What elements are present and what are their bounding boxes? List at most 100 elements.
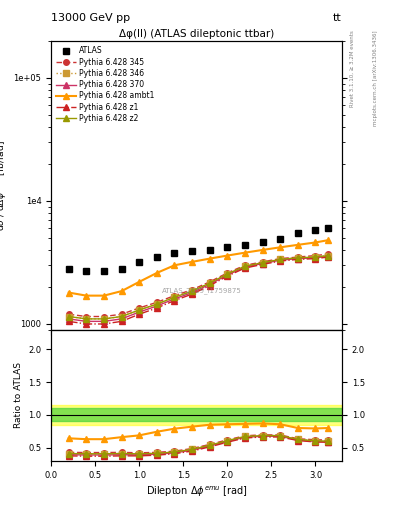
Y-axis label: Ratio to ATLAS: Ratio to ATLAS <box>14 362 23 428</box>
ATLAS <box>208 247 212 253</box>
Pythia 6.428 370 <box>190 289 195 295</box>
Pythia 6.428 z1 <box>137 311 141 317</box>
Pythia 6.428 345 <box>242 262 247 268</box>
ATLAS <box>84 268 89 274</box>
Y-axis label: d$\sigma$ / d$\Delta\phi^{emu}$ [fb/rad]: d$\sigma$ / d$\Delta\phi^{emu}$ [fb/rad] <box>0 140 8 231</box>
Pythia 6.428 346 <box>84 316 89 322</box>
Pythia 6.428 345 <box>278 255 283 262</box>
Text: 13000 GeV pp: 13000 GeV pp <box>51 13 130 23</box>
Pythia 6.428 z2 <box>119 313 124 319</box>
Pythia 6.428 ambt1 <box>119 288 124 294</box>
Pythia 6.428 345 <box>325 251 330 257</box>
Pythia 6.428 z1 <box>66 318 71 325</box>
Pythia 6.428 ambt1 <box>66 289 71 295</box>
Pythia 6.428 ambt1 <box>225 252 230 259</box>
Pythia 6.428 z2 <box>208 280 212 286</box>
Pythia 6.428 345 <box>66 311 71 317</box>
Pythia 6.428 z1 <box>119 318 124 325</box>
Pythia 6.428 370 <box>119 316 124 322</box>
Pythia 6.428 ambt1 <box>325 237 330 243</box>
Pythia 6.428 z1 <box>242 265 247 271</box>
Pythia 6.428 346 <box>225 271 230 277</box>
Pythia 6.428 345 <box>172 292 177 298</box>
Pythia 6.428 370 <box>225 272 230 278</box>
Pythia 6.428 345 <box>154 299 159 305</box>
Pythia 6.428 370 <box>84 318 89 325</box>
Pythia 6.428 ambt1 <box>296 242 300 248</box>
Pythia 6.428 370 <box>172 296 177 302</box>
Pythia 6.428 346 <box>325 252 330 259</box>
ATLAS <box>260 240 265 246</box>
ATLAS <box>137 259 141 265</box>
Pythia 6.428 346 <box>208 280 212 286</box>
Pythia 6.428 370 <box>296 255 300 262</box>
ATLAS <box>325 225 330 231</box>
Title: Δφ(ll) (ATLAS dileptonic ttbar): Δφ(ll) (ATLAS dileptonic ttbar) <box>119 29 274 39</box>
Pythia 6.428 ambt1 <box>208 255 212 262</box>
Pythia 6.428 345 <box>260 259 265 265</box>
Pythia 6.428 345 <box>208 279 212 285</box>
Pythia 6.428 z2 <box>137 307 141 313</box>
Pythia 6.428 345 <box>119 311 124 317</box>
Bar <box>51 408 342 421</box>
Pythia 6.428 ambt1 <box>278 244 283 250</box>
Pythia 6.428 ambt1 <box>102 292 107 298</box>
Pythia 6.428 346 <box>260 260 265 266</box>
Pythia 6.428 z2 <box>278 257 283 263</box>
Text: tt: tt <box>333 13 342 23</box>
Text: ATLAS_2019_I1759875: ATLAS_2019_I1759875 <box>162 287 241 294</box>
Pythia 6.428 z2 <box>66 313 71 319</box>
Pythia 6.428 370 <box>278 257 283 263</box>
Pythia 6.428 ambt1 <box>313 240 318 246</box>
Pythia 6.428 370 <box>102 318 107 325</box>
Pythia 6.428 346 <box>242 263 247 269</box>
Pythia 6.428 z1 <box>208 283 212 289</box>
Line: ATLAS: ATLAS <box>65 225 331 274</box>
Line: Pythia 6.428 z2: Pythia 6.428 z2 <box>66 253 331 322</box>
Pythia 6.428 370 <box>66 316 71 322</box>
Pythia 6.428 346 <box>296 255 300 261</box>
Pythia 6.428 z1 <box>84 321 89 327</box>
Pythia 6.428 346 <box>102 316 107 322</box>
Pythia 6.428 346 <box>278 257 283 263</box>
Line: Pythia 6.428 370: Pythia 6.428 370 <box>66 253 331 324</box>
Pythia 6.428 z1 <box>325 254 330 260</box>
Pythia 6.428 z1 <box>225 273 230 279</box>
Pythia 6.428 346 <box>154 301 159 307</box>
Pythia 6.428 345 <box>313 252 318 259</box>
Pythia 6.428 z2 <box>154 301 159 307</box>
Pythia 6.428 z2 <box>102 316 107 322</box>
Pythia 6.428 z2 <box>172 294 177 301</box>
Pythia 6.428 z1 <box>190 291 195 297</box>
Pythia 6.428 370 <box>154 303 159 309</box>
Pythia 6.428 370 <box>313 255 318 261</box>
Pythia 6.428 z2 <box>325 252 330 259</box>
Pythia 6.428 345 <box>296 254 300 260</box>
Pythia 6.428 z1 <box>260 261 265 267</box>
Pythia 6.428 ambt1 <box>190 259 195 265</box>
ATLAS <box>102 268 107 274</box>
Pythia 6.428 345 <box>102 313 107 319</box>
ATLAS <box>313 227 318 233</box>
Bar <box>51 405 342 425</box>
ATLAS <box>119 266 124 272</box>
Pythia 6.428 346 <box>172 294 177 301</box>
Pythia 6.428 z2 <box>225 271 230 277</box>
ATLAS <box>190 248 195 254</box>
ATLAS <box>154 254 159 260</box>
Pythia 6.428 346 <box>190 288 195 294</box>
Pythia 6.428 345 <box>190 287 195 293</box>
Pythia 6.428 ambt1 <box>260 247 265 253</box>
Pythia 6.428 z2 <box>296 255 300 261</box>
Pythia 6.428 z1 <box>154 305 159 311</box>
Text: Rivet 3.1.10, ≥ 3.2M events: Rivet 3.1.10, ≥ 3.2M events <box>350 31 355 108</box>
Pythia 6.428 346 <box>119 313 124 319</box>
Pythia 6.428 z2 <box>313 254 318 260</box>
Pythia 6.428 z1 <box>296 257 300 263</box>
Pythia 6.428 370 <box>242 264 247 270</box>
ATLAS <box>242 242 247 248</box>
Pythia 6.428 ambt1 <box>154 270 159 276</box>
Pythia 6.428 346 <box>66 313 71 319</box>
Pythia 6.428 ambt1 <box>137 279 141 285</box>
Pythia 6.428 370 <box>137 309 141 315</box>
